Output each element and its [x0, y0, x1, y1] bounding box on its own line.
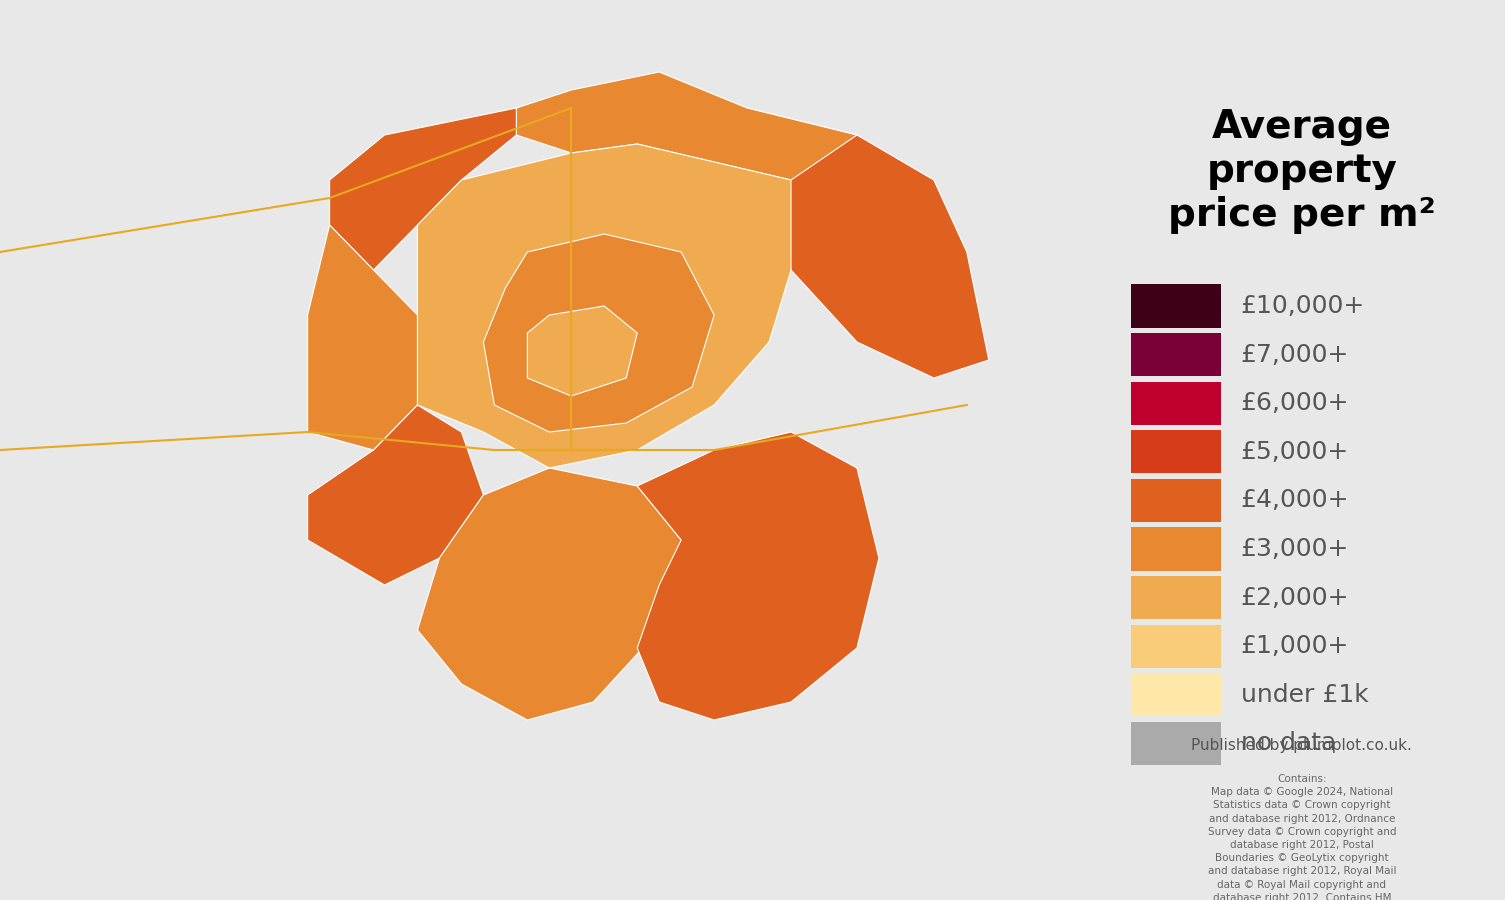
Text: £6,000+: £6,000+ [1240, 392, 1350, 415]
Text: £2,000+: £2,000+ [1240, 586, 1350, 609]
Text: £7,000+: £7,000+ [1240, 343, 1350, 366]
Text: Average
property
price per m²: Average property price per m² [1168, 108, 1436, 234]
Polygon shape [307, 225, 417, 450]
FancyBboxPatch shape [1132, 382, 1221, 425]
Text: £4,000+: £4,000+ [1240, 489, 1350, 512]
Polygon shape [307, 405, 483, 585]
FancyBboxPatch shape [1132, 479, 1221, 522]
Text: no data: no data [1240, 732, 1336, 755]
Text: Contains:
Map data © Google 2024, National
Statistics data © Crown copyright
and: Contains: Map data © Google 2024, Nation… [1207, 774, 1397, 900]
FancyBboxPatch shape [1132, 576, 1221, 619]
Polygon shape [516, 72, 856, 180]
FancyBboxPatch shape [1132, 673, 1221, 716]
FancyBboxPatch shape [1132, 430, 1221, 473]
FancyBboxPatch shape [1132, 284, 1221, 328]
Polygon shape [417, 144, 792, 468]
Polygon shape [746, 108, 989, 378]
Text: £3,000+: £3,000+ [1240, 537, 1350, 561]
Polygon shape [483, 234, 713, 432]
Text: under £1k: under £1k [1240, 683, 1368, 706]
Text: Published by plumplot.co.uk.: Published by plumplot.co.uk. [1192, 738, 1412, 753]
Polygon shape [527, 306, 637, 396]
FancyBboxPatch shape [1132, 527, 1221, 571]
Polygon shape [330, 108, 516, 270]
Polygon shape [637, 432, 879, 720]
Text: £10,000+: £10,000+ [1240, 294, 1365, 318]
FancyBboxPatch shape [1132, 333, 1221, 376]
FancyBboxPatch shape [1132, 625, 1221, 668]
Text: £1,000+: £1,000+ [1240, 634, 1350, 658]
FancyBboxPatch shape [1132, 722, 1221, 765]
Text: £5,000+: £5,000+ [1240, 440, 1348, 464]
Polygon shape [417, 468, 682, 720]
